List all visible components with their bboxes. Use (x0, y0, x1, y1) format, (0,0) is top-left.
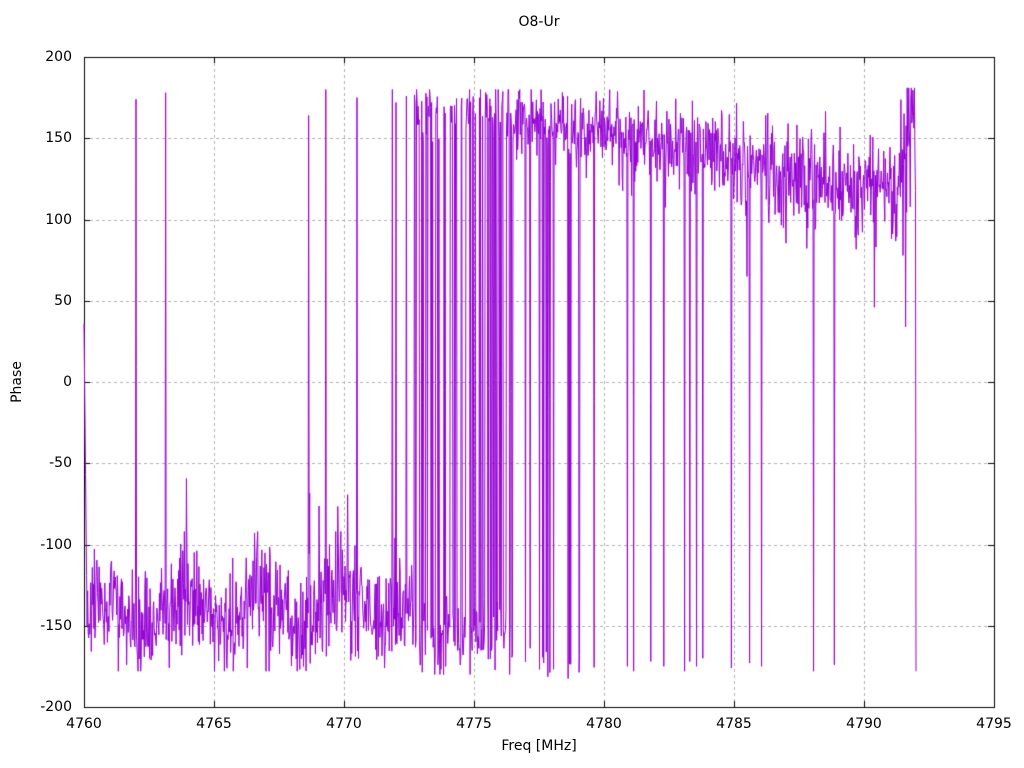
x-axis-label: Freq [MHz] (501, 738, 577, 754)
y-tick-label: -150 (40, 617, 72, 634)
x-tick-label: 4770 (326, 716, 362, 732)
y-tick-label: 150 (45, 130, 72, 147)
y-tick-label: -50 (49, 455, 72, 472)
y-axis-label: Phase (9, 361, 25, 403)
x-tick-label: 4775 (456, 716, 492, 732)
x-tick-label: 4780 (586, 716, 622, 732)
x-tick-label: 4760 (66, 716, 102, 732)
y-tick-label: 50 (54, 292, 72, 309)
y-tick-label: 200 (45, 49, 72, 65)
x-tick-label: 4790 (846, 716, 882, 732)
y-tick-label: 100 (45, 211, 72, 228)
x-tick-label: 4765 (196, 716, 232, 732)
y-tick-label: 0 (63, 374, 72, 390)
y-tick-label: -100 (40, 536, 72, 553)
chart-title: O8-Ur (518, 14, 560, 30)
x-tick-label: 4795 (976, 716, 1012, 732)
y-tick-label: -200 (40, 699, 72, 715)
x-tick-label: 4785 (716, 716, 752, 732)
